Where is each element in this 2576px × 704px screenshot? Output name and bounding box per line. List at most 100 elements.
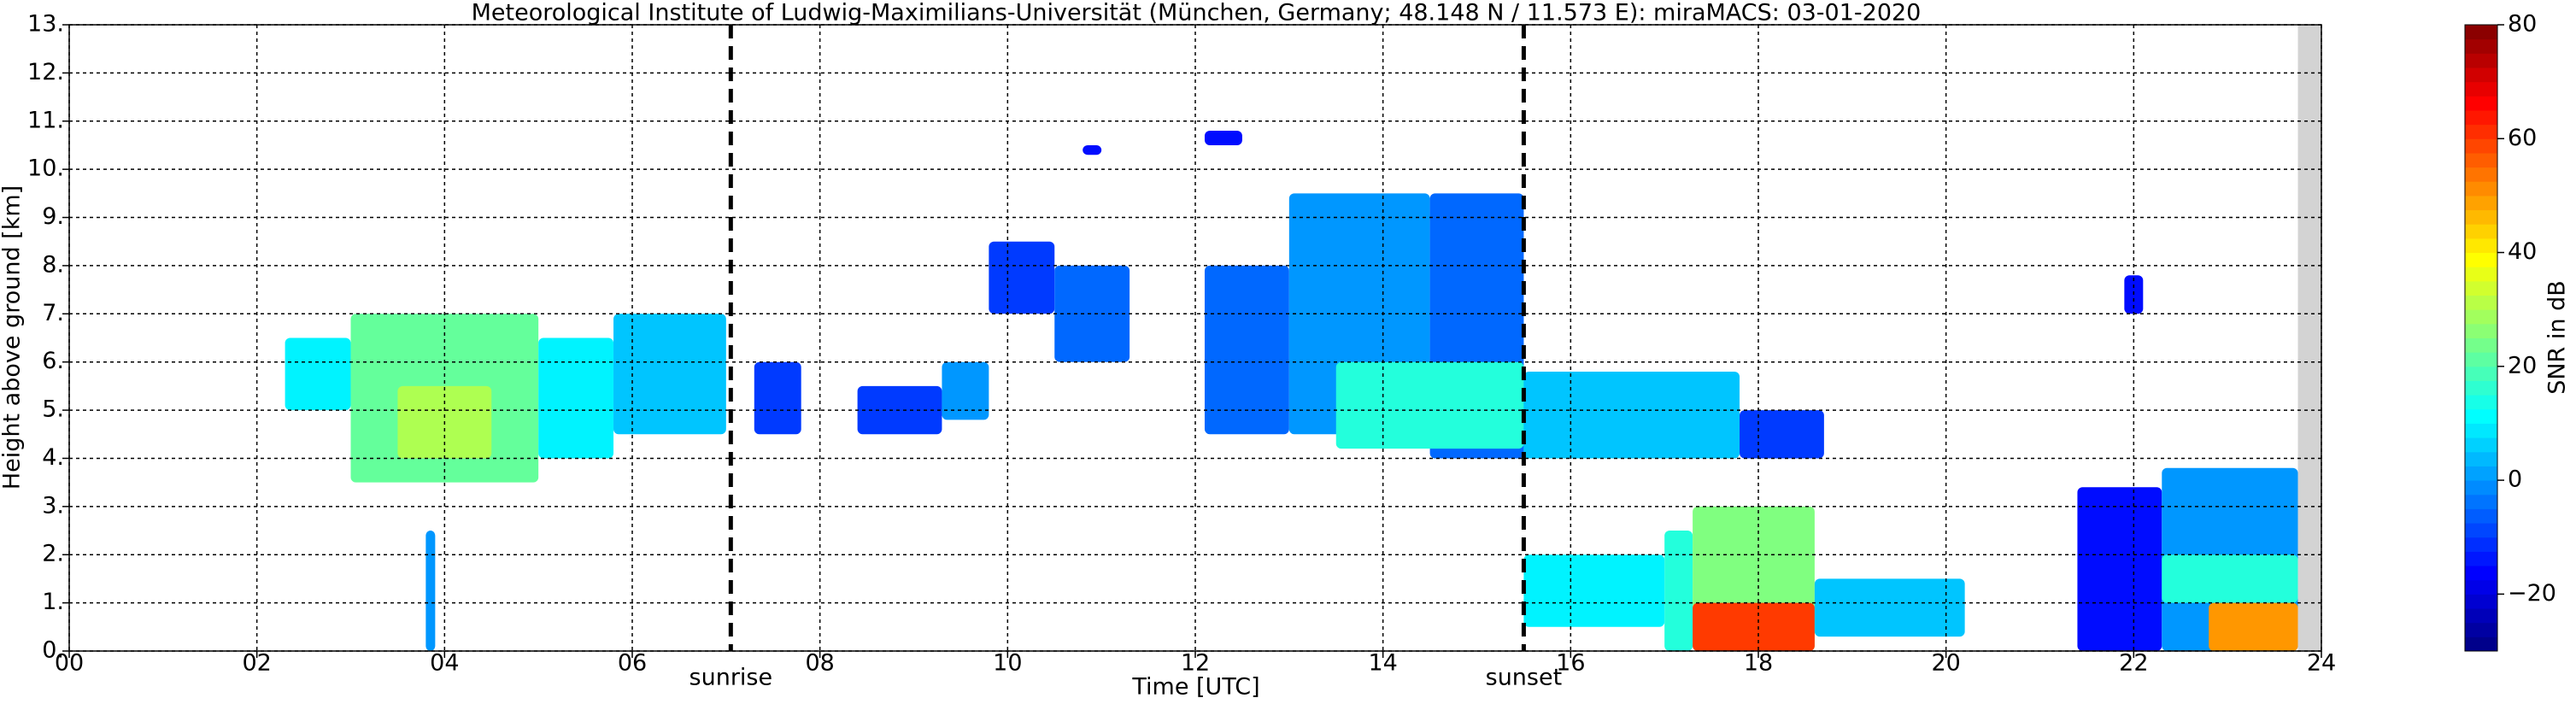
- radar-cell: [538, 337, 614, 459]
- colorbar-swatch: [2465, 280, 2497, 296]
- colorbar-swatch: [2465, 637, 2497, 652]
- radar-cell: [989, 241, 1055, 314]
- colorbar-tick-label: 60: [2508, 125, 2537, 151]
- x-tick-label: 20: [1931, 650, 1960, 677]
- y-tick-label: 4.: [42, 444, 64, 471]
- colorbar-swatch: [2465, 480, 2497, 496]
- colorbar-swatch: [2465, 81, 2497, 97]
- y-tick-label: 3.: [42, 492, 64, 519]
- colorbar-swatch: [2465, 167, 2497, 182]
- colorbar-swatch: [2465, 337, 2497, 353]
- y-tick-label: 9.: [42, 203, 64, 230]
- x-tick-label: 06: [618, 650, 647, 677]
- x-tick-label: 24: [2307, 650, 2336, 677]
- radar-cell: [942, 361, 989, 420]
- colorbar-swatch: [2465, 67, 2497, 83]
- radar-cell: [1054, 265, 1130, 362]
- colorbar-swatch: [2465, 238, 2497, 254]
- y-tick-label: 5.: [42, 396, 64, 423]
- y-tick-label: 8.: [42, 251, 64, 278]
- colorbar-swatch: [2465, 209, 2497, 225]
- colorbar-swatch: [2465, 152, 2497, 168]
- colorbar-swatch: [2465, 523, 2497, 538]
- y-tick-label: 11.: [27, 107, 64, 133]
- colorbar-frame: [2464, 24, 2498, 652]
- event-label: sunset: [1486, 665, 1563, 691]
- colorbar-swatch: [2465, 53, 2497, 68]
- colorbar-swatch: [2465, 224, 2497, 239]
- x-tick-label: 16: [1556, 650, 1585, 677]
- radar-cell: [1204, 265, 1289, 435]
- colorbar-swatch: [2465, 494, 2497, 509]
- colorbar-swatch: [2465, 124, 2497, 139]
- x-tick-label: 08: [805, 650, 834, 677]
- colorbar-swatch: [2465, 323, 2497, 338]
- colorbar-swatch: [2465, 423, 2497, 438]
- y-tick-label: 2.: [42, 541, 64, 567]
- radar-cell: [2162, 554, 2298, 603]
- radar-cell: [857, 385, 942, 435]
- colorbar-swatch: [2465, 309, 2497, 325]
- y-tick-label: 7.: [42, 300, 64, 326]
- colorbar-swatch: [2465, 252, 2497, 267]
- colorbar-tick-label: 0: [2508, 466, 2522, 493]
- colorbar-swatch: [2465, 437, 2497, 453]
- colorbar-tick-label: 40: [2508, 238, 2537, 265]
- x-tick-label: 02: [242, 650, 271, 677]
- colorbar-swatch: [2465, 38, 2497, 54]
- colorbar-swatch: [2465, 181, 2497, 197]
- y-tick-label: 6.: [42, 348, 64, 374]
- x-tick-label: 00: [55, 650, 84, 677]
- colorbar-swatch: [2465, 451, 2497, 466]
- radar-cell: [1740, 410, 1824, 459]
- x-tick-label: 04: [430, 650, 459, 677]
- colorbar-label: SNR in dB: [2544, 280, 2571, 395]
- colorbar-swatch: [2465, 96, 2497, 111]
- colorbar-swatch: [2465, 608, 2497, 624]
- colorbar-tick-label: −20: [2508, 580, 2556, 607]
- colorbar-tick-label: 80: [2508, 11, 2537, 38]
- colorbar-swatch: [2465, 537, 2497, 552]
- x-tick-label: 22: [2119, 650, 2148, 677]
- colorbar-swatch: [2465, 380, 2497, 396]
- y-tick-label: 1.: [42, 589, 64, 615]
- colorbar-swatch: [2465, 138, 2497, 154]
- radar-cell: [1335, 361, 1524, 449]
- colorbar-swatch: [2465, 508, 2497, 524]
- colorbar-swatch: [2465, 622, 2497, 637]
- radar-cell: [1523, 371, 1740, 459]
- event-label: sunrise: [689, 665, 773, 691]
- radar-cell: [1083, 144, 1102, 155]
- y-tick-label: 13.: [27, 11, 64, 38]
- y-tick-label: 12.: [27, 59, 64, 85]
- colorbar-swatch: [2465, 267, 2497, 282]
- colorbar-swatch: [2465, 551, 2497, 566]
- radar-cell: [1664, 531, 1693, 651]
- colorbar-swatch: [2465, 366, 2497, 381]
- colorbar-swatch: [2465, 352, 2497, 367]
- y-tick-label: 10.: [27, 155, 64, 182]
- colorbar-swatch: [2465, 195, 2497, 211]
- radar-cell: [1693, 602, 1815, 651]
- radar-cell: [1523, 554, 1665, 627]
- radar-cell: [754, 361, 801, 435]
- radar-cell: [2209, 602, 2298, 651]
- x-tick-label: 12: [1181, 650, 1210, 677]
- chart-title: Meteorological Institute of Ludwig-Maxim…: [472, 0, 1922, 26]
- colorbar-swatch: [2465, 25, 2497, 40]
- colorbar-swatch: [2465, 594, 2497, 609]
- colorbar-swatch: [2465, 579, 2497, 595]
- y-tick-label: 0.: [42, 637, 64, 664]
- x-tick-label: 14: [1368, 650, 1397, 677]
- radar-cell: [613, 314, 726, 435]
- x-tick-label: 10: [993, 650, 1022, 677]
- colorbar-swatch: [2465, 295, 2497, 310]
- x-tick-label: 18: [1744, 650, 1773, 677]
- colorbar-swatch: [2465, 395, 2497, 410]
- colorbar-swatch: [2465, 109, 2497, 126]
- radar-cell: [1204, 131, 1242, 145]
- plot-frame: [68, 24, 2322, 652]
- missing-data: [2297, 25, 2321, 651]
- radar-cell: [1814, 578, 1965, 637]
